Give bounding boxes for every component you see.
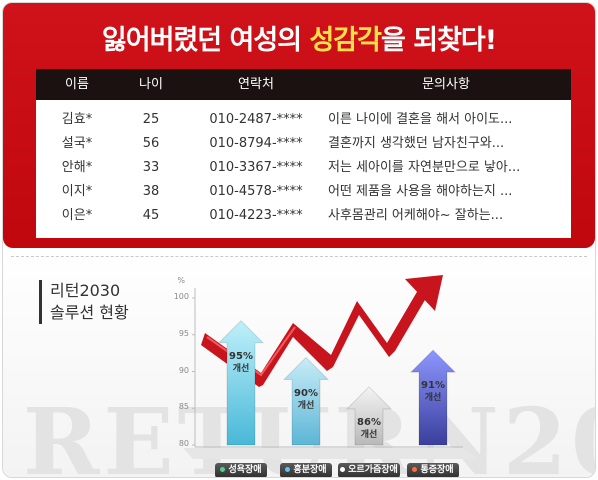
bar-value-percent: 90% [294, 387, 318, 399]
cell-name: 설국* [61, 136, 93, 151]
cell-age: 25 [142, 112, 160, 127]
table-row[interactable]: 김효* 25 010-2487-**** 이른 나이에 결혼을 해서 아이도..… [36, 108, 571, 132]
bar-value-label: 86% 개선 [347, 417, 391, 441]
cell-inquiry: 이른 나이에 결혼을 해서 아이도... [328, 112, 513, 127]
cell-age: 38 [142, 184, 160, 199]
category-dot-icon [340, 467, 346, 472]
cell-name: 김효* [61, 112, 93, 127]
table-row[interactable]: 이은* 45 010-4223-**** 사후몸관리 어케해야~ 잘하는... [36, 204, 571, 228]
column-header-contact: 연락처 [238, 77, 274, 92]
bar-arrow-3 [345, 386, 393, 446]
improvement-chart: % 100 95 90 85 80 95% 개선 성욕장애 90% 개선 흥분장애 86% 개선 오르가즘장… [143, 273, 593, 477]
category-label: 흥분장애 [293, 465, 327, 475]
table-header: 이름 나이 연락처 문의사항 [36, 69, 571, 100]
cell-phone: 010-4223-**** [209, 208, 303, 223]
headline: 잃어버렸던 여성의 성감각을 되찾다! [3, 23, 595, 59]
bar-value-percent: 95% [229, 350, 253, 362]
category-button-3[interactable]: 오르가즘장애 [338, 463, 400, 477]
bar-arrow-2 [282, 356, 330, 446]
category-label: 성욕장애 [228, 465, 262, 475]
category-button-1[interactable]: 성욕장애 [215, 463, 267, 477]
cell-phone: 010-3367-**** [209, 160, 303, 175]
bar-arrow-4 [409, 349, 457, 446]
cell-inquiry: 저는 세아이를 자연분만으로 낳아... [328, 160, 521, 175]
y-tick-label: 85 [178, 402, 189, 412]
category-button-4[interactable]: 통증장애 [407, 463, 459, 477]
category-button-2[interactable]: 흥분장애 [280, 463, 332, 477]
stitch-divider [11, 256, 587, 257]
cell-phone: 010-2487-**** [209, 112, 303, 127]
bar-arrow-1 [217, 320, 265, 446]
category-dot-icon [285, 467, 291, 472]
cell-inquiry: 사후몸관리 어케해야~ 잘하는... [328, 208, 504, 223]
trend-arrow-highlight [206, 326, 296, 377]
cell-inquiry: 결혼까지 생각했던 남자친구와... [328, 136, 505, 151]
cell-name: 안해* [61, 160, 93, 175]
bar-value-label: 95% 개선 [219, 351, 263, 375]
y-tick-label: 90 [178, 365, 189, 375]
category-label: 오르가즘장애 [348, 465, 398, 475]
bar-value-percent: 91% [421, 380, 445, 392]
chart-floor [183, 448, 477, 459]
cell-name: 이지* [61, 184, 93, 199]
cell-phone: 010-8794-**** [209, 136, 303, 151]
chart-svg [183, 275, 477, 459]
y-tick-label: 80 [178, 439, 189, 448]
bar-value-suffix: 개선 [424, 393, 442, 404]
inquiry-table: 이름 나이 연락처 문의사항 김효* 25 010-2487-**** 이른 나… [36, 69, 571, 238]
headline-part1: 잃어버렸던 여성의 [101, 25, 310, 56]
solution-title: 리턴2030 솔루션 현황 [39, 280, 129, 324]
bar-value-suffix: 개선 [360, 429, 378, 440]
category-dot-icon [220, 467, 226, 472]
bar-value-label: 90% 개선 [284, 388, 328, 412]
cell-phone: 010-4578-**** [209, 184, 303, 199]
solution-title-line1: 리턴2030 [50, 281, 121, 300]
cell-age: 56 [142, 136, 160, 151]
headline-highlight: 성감각 [309, 25, 382, 56]
column-header-name: 이름 [65, 77, 89, 92]
y-tick-label: 100 [173, 292, 189, 301]
y-unit-label: % [177, 276, 185, 285]
cell-age: 33 [142, 160, 160, 175]
trend-arrow-head [405, 275, 443, 311]
cell-age: 45 [142, 208, 160, 223]
table-row[interactable]: 안해* 33 010-3367-**** 저는 세아이를 자연분만으로 낳아..… [36, 156, 571, 180]
column-header-inquiry: 문의사항 [422, 77, 470, 92]
category-label: 통증장애 [420, 465, 454, 475]
top-red-panel: 잃어버렸던 여성의 성감각을 되찾다! 이름 나이 연락처 문의사항 김효* 2… [3, 3, 595, 248]
cell-name: 이은* [61, 208, 93, 223]
solution-title-line2: 솔루션 현황 [50, 303, 129, 322]
solution-panel: RETURN2030 리턴2030 솔루션 현황 %1009590858095%… [3, 248, 595, 477]
cell-inquiry: 어떤 제품을 사용을 해야하는지 ... [328, 184, 513, 199]
bar-value-percent: 86% [357, 416, 381, 428]
table-row[interactable]: 설국* 56 010-8794-**** 결혼까지 생각했던 남자친구와... [36, 132, 571, 156]
bar-value-suffix: 개선 [297, 400, 315, 411]
column-header-age: 나이 [139, 77, 163, 92]
category-dot-icon [412, 467, 418, 472]
bar-value-label: 91% 개선 [411, 380, 455, 404]
headline-part2: 을 되찾다! [380, 25, 497, 56]
y-tick-label: 95 [178, 328, 189, 338]
table-row[interactable]: 이지* 38 010-4578-**** 어떤 제품을 사용을 해야하는지 ..… [36, 180, 571, 204]
bar-value-suffix: 개선 [232, 363, 250, 374]
